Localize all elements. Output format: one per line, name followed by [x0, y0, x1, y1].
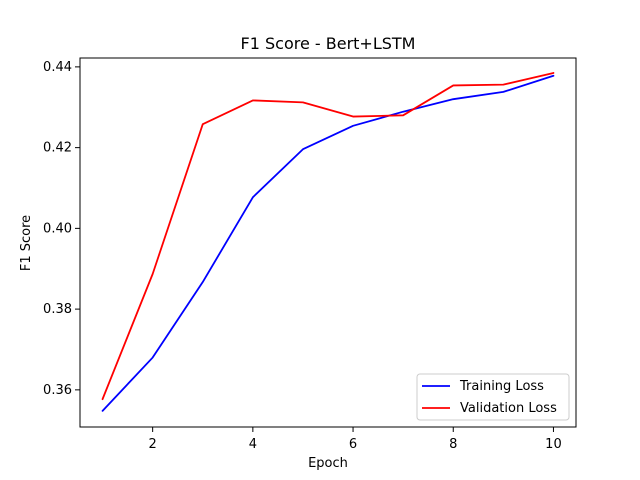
- x-tick-label: 8: [449, 437, 457, 452]
- x-tick-label: 6: [349, 437, 357, 452]
- x-tick-label: 10: [545, 437, 562, 452]
- series-layer: [101, 72, 555, 412]
- legend-validation-loss-label: Validation Loss: [460, 401, 557, 416]
- y-tick-label: 0.36: [43, 383, 72, 398]
- x-axis-ticks: 2 4 6 8 10: [149, 427, 562, 452]
- x-tick-label: 2: [149, 437, 157, 452]
- x-axis-label: Epoch: [308, 456, 348, 471]
- y-axis-ticks: 0.36 0.38 0.40 0.42 0.44: [43, 60, 80, 398]
- legend-box: [416, 373, 570, 421]
- y-axis-label: F1 Score: [19, 215, 34, 271]
- y-tick-label: 0.44: [43, 60, 72, 75]
- legend-training-loss-label: Training Loss: [459, 379, 544, 394]
- chart-title: F1 Score - Bert+LSTM: [241, 34, 416, 53]
- x-tick-label: 4: [249, 437, 257, 452]
- plot-frame: [79, 57, 577, 428]
- series-line-training-loss: [101, 74, 555, 412]
- plot-area: 2 4 6 8 10 0.36 0.38 0.40 0.42 0.44: [43, 57, 577, 452]
- y-tick-label: 0.42: [43, 141, 72, 156]
- legend: Training Loss Validation Loss: [416, 373, 570, 421]
- y-tick-label: 0.38: [43, 302, 72, 317]
- series-line-validation-loss: [101, 72, 555, 401]
- y-tick-label: 0.40: [43, 221, 72, 236]
